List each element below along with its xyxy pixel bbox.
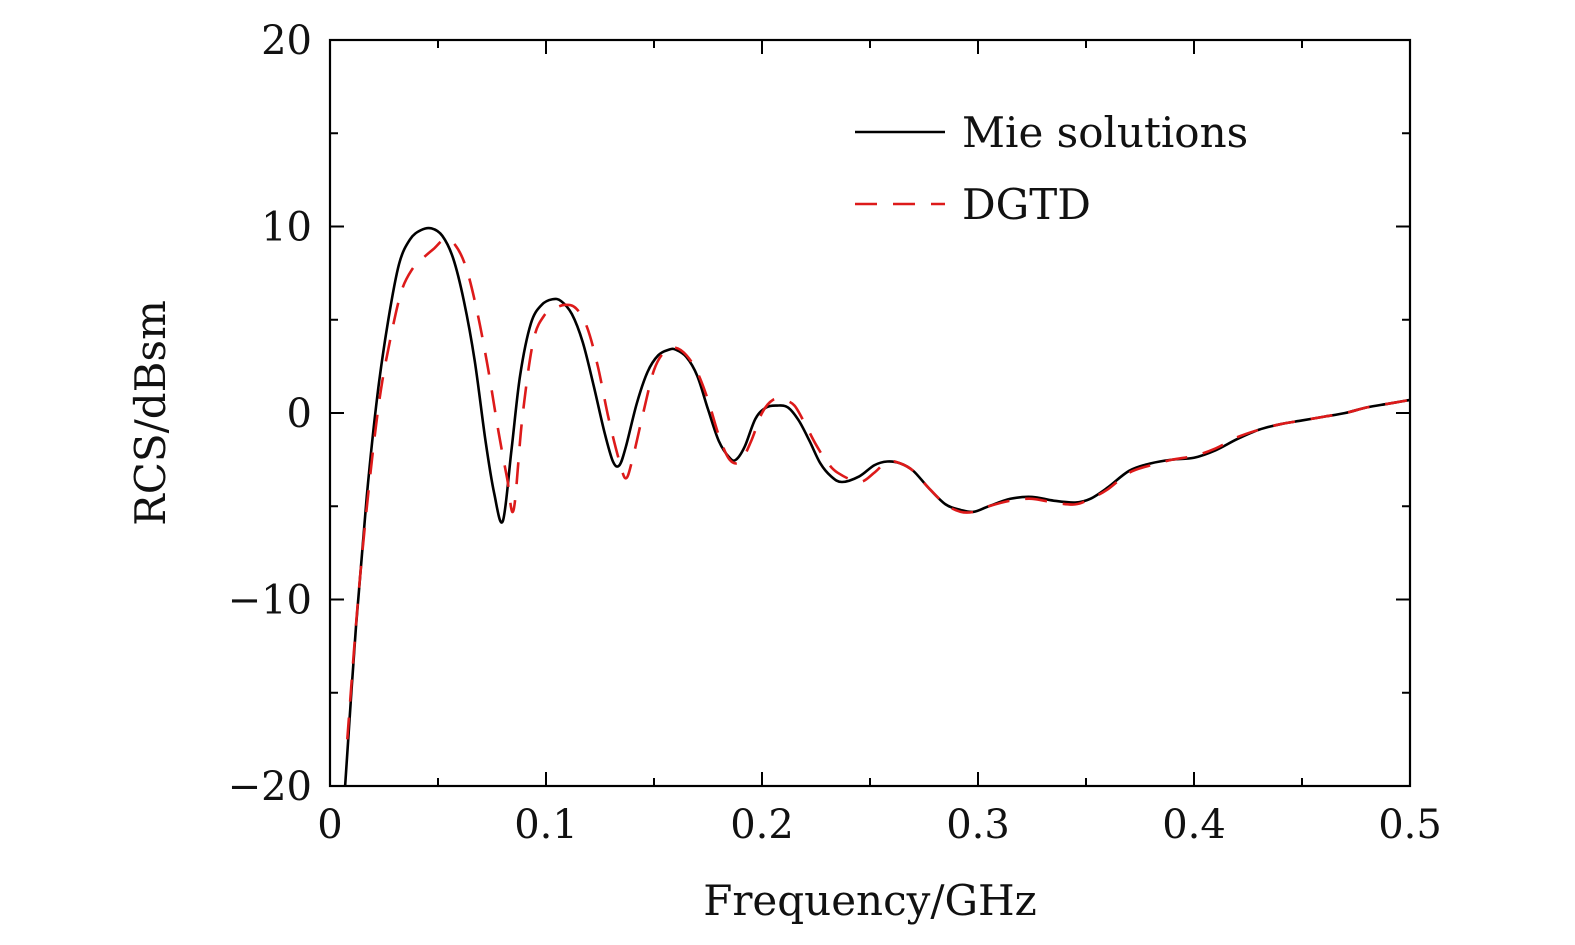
x-tick-labels: 0 0.1 0.2 0.3 0.4 0.5: [317, 802, 1442, 848]
x-tick-label: 0.1: [514, 802, 578, 848]
plot-series: [343, 226, 1411, 787]
x-tick-label: 0: [317, 802, 342, 848]
legend-label-dgtd: DGTD: [962, 180, 1091, 229]
series-line-mie-solutions: [343, 226, 1411, 787]
x-tick-label: 0.3: [946, 802, 1010, 848]
y-tick-labels: −20 −10 0 10 20: [228, 18, 312, 810]
legend: Mie solutions DGTD: [855, 108, 1248, 229]
x-tick-label: 0.5: [1378, 802, 1442, 848]
y-axis-title: RCS/dBsm: [126, 300, 175, 526]
y-tick-label: 10: [261, 205, 312, 251]
y-tick-label: 0: [287, 391, 312, 437]
x-tick-label: 0.2: [730, 802, 794, 848]
y-tick-label: −10: [228, 578, 312, 624]
plot-frame: [328, 38, 1412, 788]
x-axis-title: Frequency/GHz: [703, 876, 1037, 925]
x-tick-label: 0.4: [1162, 802, 1226, 848]
legend-label-mie: Mie solutions: [962, 108, 1248, 157]
y-tick-label: −20: [228, 764, 312, 810]
y-tick-label: 20: [261, 18, 312, 64]
